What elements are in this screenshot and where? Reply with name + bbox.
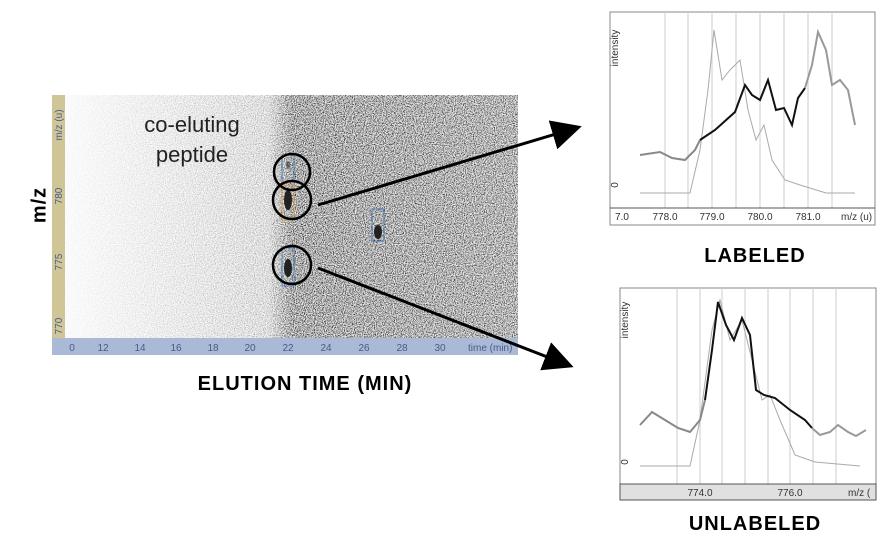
inset-frame bbox=[609, 11, 876, 226]
arrow bbox=[317, 266, 574, 371]
x-unit: time (min) bbox=[468, 343, 512, 354]
x-tick-label: 778.0 bbox=[652, 212, 677, 223]
trace-gray bbox=[639, 139, 701, 162]
heatmap: 0 12 14 16 18 20 22 24 26 28 30 time (min) 770 775 780… bbox=[52, 95, 518, 355]
x-tick-label: 30 bbox=[434, 343, 446, 354]
inset-title: LABELED bbox=[704, 245, 805, 267]
x-tick-label: 16 bbox=[170, 343, 182, 354]
spots bbox=[284, 161, 382, 277]
y-tick-label: 780 bbox=[54, 187, 65, 204]
x-tick-label: 20 bbox=[244, 343, 256, 354]
x-tick-label: 14 bbox=[134, 343, 146, 354]
circle bbox=[271, 179, 313, 221]
spot bbox=[284, 190, 292, 210]
y-tick: 0 bbox=[610, 182, 621, 188]
x-tick-label: 22 bbox=[282, 343, 294, 354]
trace-gray bbox=[804, 28, 856, 126]
box bbox=[371, 208, 385, 242]
inset-frame bbox=[619, 287, 877, 501]
circles bbox=[271, 152, 313, 286]
circle bbox=[271, 244, 313, 286]
x-tick-label: 781.0 bbox=[795, 212, 820, 223]
x-tick-label: 12 bbox=[97, 343, 109, 354]
y-tick-label: 775 bbox=[54, 253, 65, 270]
inset-grid bbox=[664, 12, 833, 208]
x-tick-label: 24 bbox=[320, 343, 332, 354]
arrow bbox=[317, 120, 582, 207]
y-label: intensity bbox=[620, 302, 631, 339]
box bbox=[281, 247, 295, 287]
boxes bbox=[281, 154, 385, 287]
trace-gray bbox=[811, 423, 867, 438]
x-tick-label: 28 bbox=[396, 343, 408, 354]
x-unit: m/z (u) bbox=[841, 212, 872, 223]
annotation: co-eluting bbox=[144, 112, 239, 137]
trace-dark bbox=[704, 301, 813, 429]
x-axis-band bbox=[52, 338, 518, 355]
x-tick-label: 7.0 bbox=[615, 212, 629, 223]
y-label: m/z bbox=[28, 187, 50, 223]
trace-light bbox=[640, 298, 861, 467]
inset-grid bbox=[676, 288, 837, 484]
x-tick-label: 776.0 bbox=[777, 488, 802, 499]
spot bbox=[374, 225, 382, 239]
x-tick-label: 18 bbox=[207, 343, 219, 354]
circle bbox=[272, 152, 312, 192]
y-tick: 0 bbox=[620, 459, 631, 465]
spot bbox=[286, 161, 290, 169]
inset-title: UNLABELED bbox=[689, 513, 821, 535]
y-unit: m/z (u) bbox=[54, 109, 65, 140]
inset-unlabeled: intensity 0 774.0 776.0 m/z ( UNLABELED bbox=[619, 287, 877, 535]
x-axis bbox=[619, 483, 877, 501]
trace-gray bbox=[639, 399, 706, 434]
x-tick-label: 779.0 bbox=[699, 212, 724, 223]
y-tick-label: 770 bbox=[54, 317, 65, 334]
y-label: intensity bbox=[610, 30, 621, 67]
x-tick-label: 26 bbox=[358, 343, 370, 354]
spot bbox=[284, 259, 292, 277]
trace-dark bbox=[699, 76, 806, 141]
annotation: peptide bbox=[156, 142, 228, 167]
inset-labeled: intensity 0 7.0 778.0 779.0 780.0 781.0 m/z (… bbox=[609, 11, 876, 267]
x-tick-label: 0 bbox=[69, 343, 75, 354]
x-tick-label: 774.0 bbox=[687, 488, 712, 499]
heatmap-fade bbox=[65, 95, 518, 338]
x-label: ELUTION TIME (MIN) bbox=[198, 373, 413, 395]
y-axis-band bbox=[52, 95, 65, 338]
box bbox=[281, 184, 295, 221]
x-unit: m/z ( bbox=[848, 488, 871, 499]
x-tick-label: 780.0 bbox=[747, 212, 772, 223]
